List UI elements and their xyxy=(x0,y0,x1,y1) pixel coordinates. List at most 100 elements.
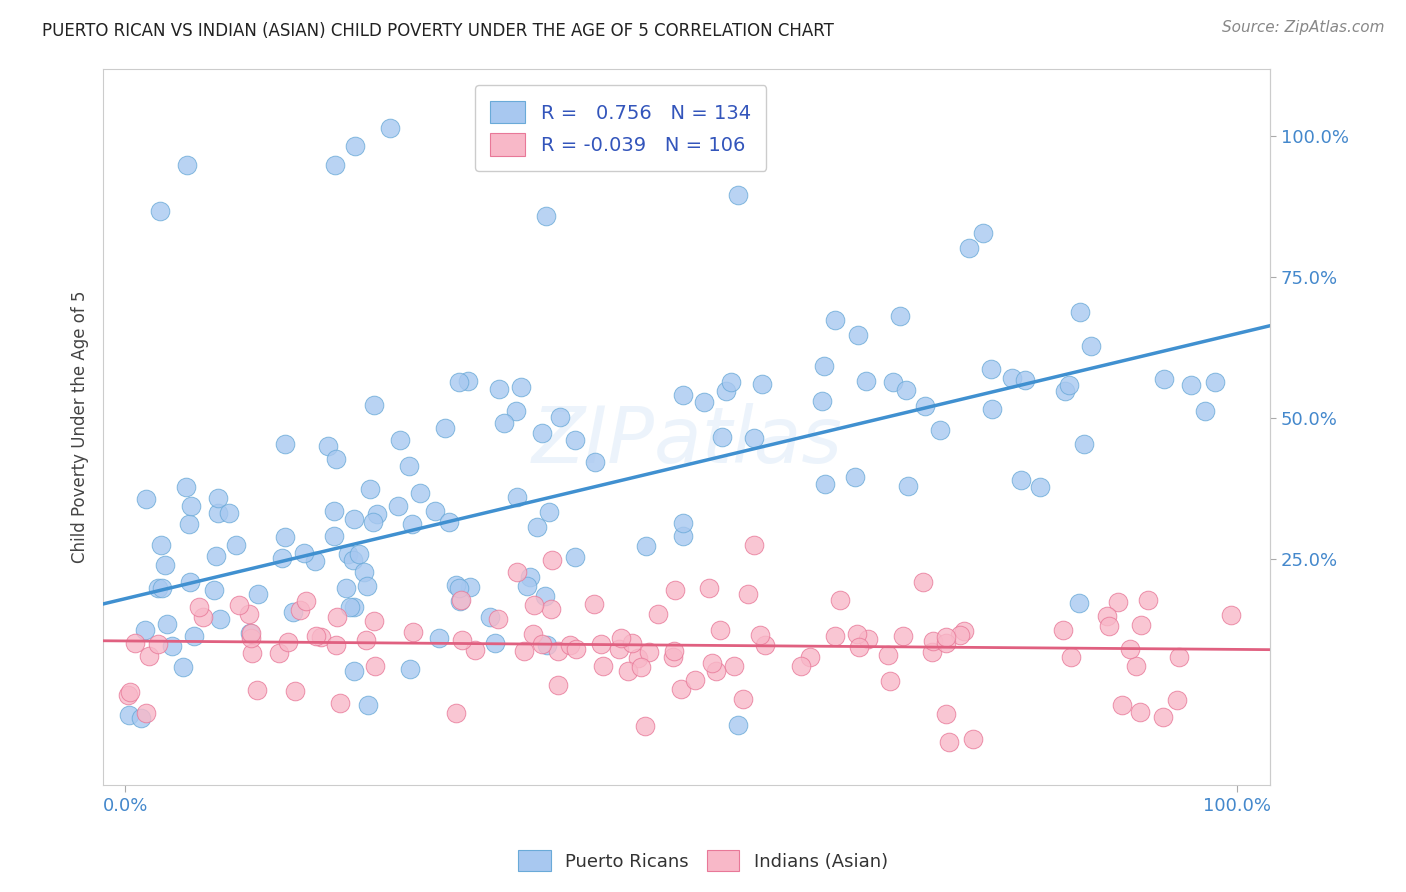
Point xyxy=(177,516,200,531)
Point xyxy=(938,734,960,748)
Point xyxy=(387,499,409,513)
Point xyxy=(131,711,153,725)
Point xyxy=(727,188,749,202)
Point xyxy=(519,569,541,583)
Point xyxy=(506,566,529,580)
Point xyxy=(401,516,423,531)
Point xyxy=(693,395,716,409)
Point xyxy=(354,633,377,648)
Point xyxy=(117,688,139,702)
Point xyxy=(700,656,723,670)
Point xyxy=(494,417,516,431)
Point xyxy=(451,632,474,647)
Point xyxy=(1130,618,1153,632)
Point xyxy=(284,684,307,698)
Point xyxy=(531,425,554,440)
Point xyxy=(437,515,460,529)
Point xyxy=(513,643,536,657)
Point xyxy=(323,529,346,543)
Point xyxy=(754,638,776,652)
Point xyxy=(343,139,366,153)
Point xyxy=(1137,592,1160,607)
Point xyxy=(446,578,468,592)
Point xyxy=(479,610,502,624)
Point xyxy=(1129,705,1152,719)
Point xyxy=(457,374,479,388)
Point xyxy=(322,504,344,518)
Point xyxy=(238,607,260,621)
Point xyxy=(325,638,347,652)
Point xyxy=(120,685,142,699)
Point xyxy=(669,681,692,696)
Point xyxy=(356,579,378,593)
Point xyxy=(564,642,586,657)
Point xyxy=(218,506,240,520)
Point xyxy=(914,399,936,413)
Point xyxy=(176,158,198,172)
Point xyxy=(267,646,290,660)
Legend: Puerto Ricans, Indians (Asian): Puerto Ricans, Indians (Asian) xyxy=(510,843,896,879)
Text: Source: ZipAtlas.com: Source: ZipAtlas.com xyxy=(1222,20,1385,35)
Point xyxy=(309,630,332,644)
Point xyxy=(610,631,633,645)
Point xyxy=(720,375,742,389)
Point xyxy=(522,626,544,640)
Point xyxy=(363,614,385,628)
Point xyxy=(239,626,262,640)
Point xyxy=(981,401,1004,416)
Point xyxy=(208,612,231,626)
Point xyxy=(547,644,569,658)
Point xyxy=(449,582,471,596)
Point xyxy=(273,437,295,451)
Point xyxy=(922,633,945,648)
Point xyxy=(329,696,352,710)
Point xyxy=(523,598,546,612)
Point xyxy=(1054,384,1077,398)
Point xyxy=(662,644,685,658)
Point xyxy=(591,637,613,651)
Point xyxy=(402,624,425,639)
Point xyxy=(273,530,295,544)
Point xyxy=(980,362,1002,376)
Point xyxy=(425,504,447,518)
Point xyxy=(583,455,606,469)
Point xyxy=(683,673,706,687)
Point xyxy=(1204,375,1226,389)
Point xyxy=(882,376,904,390)
Point xyxy=(202,583,225,598)
Point xyxy=(727,717,749,731)
Point xyxy=(150,581,173,595)
Point xyxy=(1010,473,1032,487)
Point xyxy=(207,507,229,521)
Point xyxy=(1153,372,1175,386)
Point xyxy=(449,376,471,390)
Point xyxy=(1060,650,1083,665)
Point xyxy=(444,706,467,721)
Point xyxy=(1180,378,1202,392)
Point xyxy=(724,143,747,157)
Point xyxy=(751,377,773,392)
Point xyxy=(1001,370,1024,384)
Point xyxy=(271,551,294,566)
Point xyxy=(830,592,852,607)
Point xyxy=(638,645,661,659)
Point xyxy=(409,486,432,500)
Point xyxy=(225,538,247,552)
Legend: R =   0.756   N = 134, R = -0.039   N = 106: R = 0.756 N = 134, R = -0.039 N = 106 xyxy=(475,86,766,171)
Point xyxy=(155,558,177,572)
Point xyxy=(962,731,984,746)
Point xyxy=(295,594,318,608)
Point xyxy=(292,546,315,560)
Point xyxy=(343,664,366,678)
Point xyxy=(449,594,471,608)
Point xyxy=(877,648,900,663)
Point xyxy=(207,491,229,505)
Point xyxy=(814,477,837,491)
Point xyxy=(353,565,375,579)
Point xyxy=(662,650,685,665)
Point xyxy=(844,469,866,483)
Point xyxy=(799,650,821,665)
Point xyxy=(846,328,869,343)
Point xyxy=(749,627,772,641)
Point xyxy=(135,492,157,507)
